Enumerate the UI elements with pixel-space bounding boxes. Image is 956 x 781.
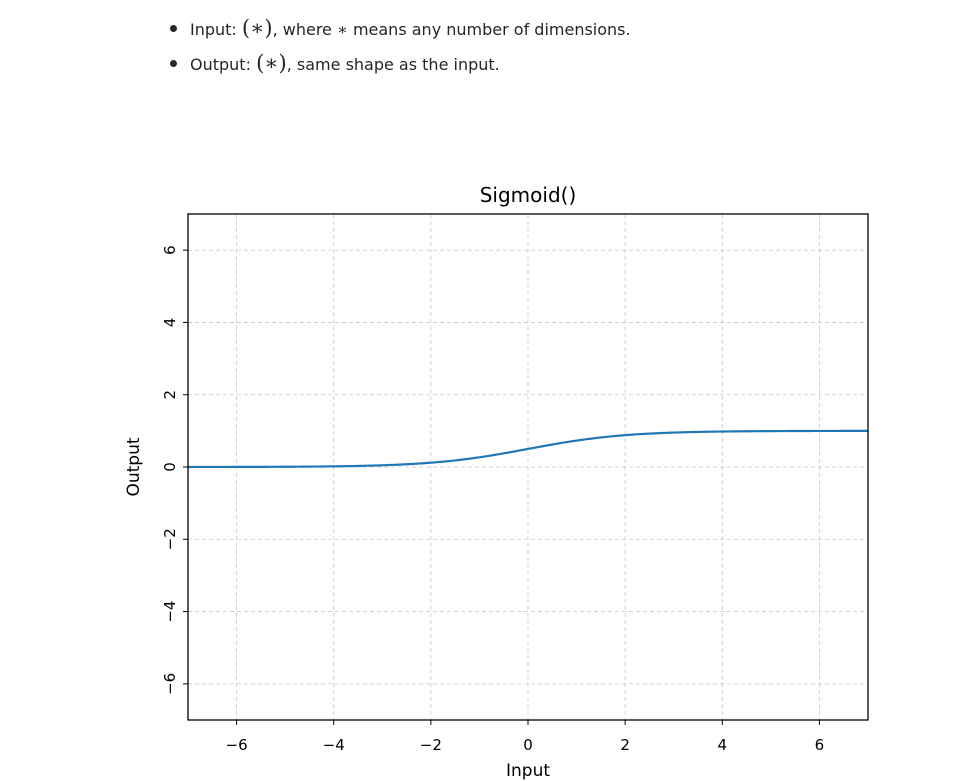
output-shape-rest: , same shape as the input. (286, 55, 500, 74)
bullet-icon (170, 25, 177, 32)
x-tick-label: 4 (718, 736, 728, 754)
bullet-icon (170, 60, 177, 67)
shape-list: Input: (∗), where ∗ means any number of … (166, 12, 631, 82)
chart-lines (188, 429, 868, 469)
x-tick-label: −2 (420, 736, 442, 754)
output-shape-math: (∗) (256, 51, 287, 75)
chart-title: Sigmoid() (480, 183, 577, 207)
input-shape-mid: , where (272, 20, 337, 39)
x-tick-label: 2 (620, 736, 630, 754)
chart-ticks: −6 −4 −2 0 2 4 6 −6 −4 −2 0 2 4 6 (161, 245, 824, 754)
y-tick-label: −6 (161, 673, 179, 695)
y-tick-label: −4 (161, 601, 179, 623)
y-tick-label: 0 (161, 462, 179, 472)
input-shape-rest: means any number of dimensions. (347, 20, 631, 39)
x-tick-label: −4 (323, 736, 345, 754)
series-line (188, 429, 868, 469)
y-axis-label: Output (124, 437, 144, 496)
input-shape-math: (∗) (241, 16, 273, 40)
y-tick-label: −2 (161, 528, 179, 550)
x-tick-label: 0 (523, 736, 533, 754)
x-axis-label: Input (506, 761, 550, 781)
input-shape-label: Input: (190, 20, 242, 39)
y-tick-label: 2 (161, 390, 179, 400)
y-tick-label: 6 (161, 245, 179, 255)
y-tick-label: 4 (161, 318, 179, 328)
output-shape-label: Output: (190, 55, 257, 74)
output-shape-item: Output: (∗), same shape as the input. (166, 47, 631, 82)
x-tick-label: −6 (226, 736, 248, 754)
input-shape-star: ∗ (336, 20, 348, 39)
input-shape-item: Input: (∗), where ∗ means any number of … (166, 12, 631, 47)
x-tick-label: 6 (815, 736, 825, 754)
